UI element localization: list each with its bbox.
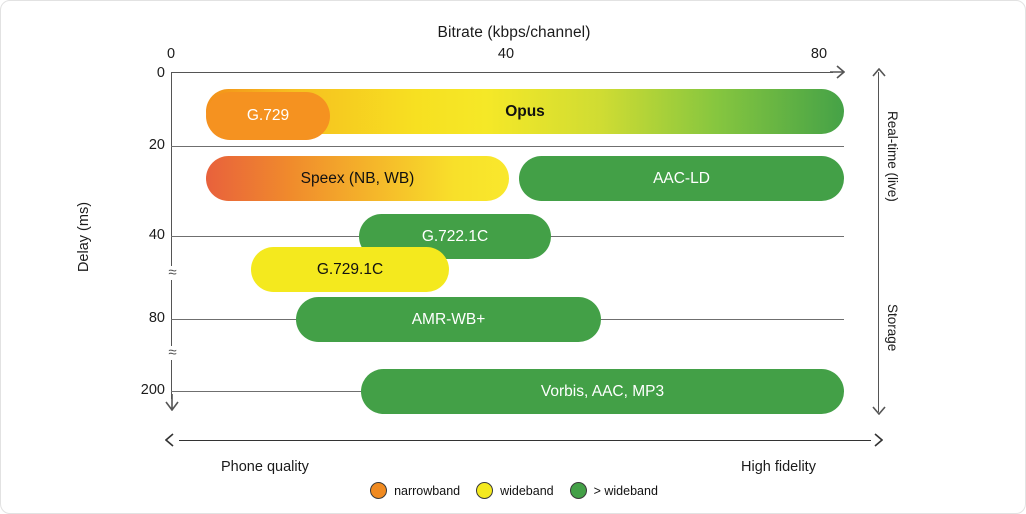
bar-amr-wb-plus[interactable]: AMR-WB+	[296, 297, 601, 342]
legend-swatch-super-wideband	[569, 482, 587, 499]
legend-item-narrowband[interactable]: narrowband	[370, 482, 460, 499]
y-tick-80: 80	[148, 310, 165, 326]
quality-label-phone: Phone quality	[221, 459, 309, 475]
usage-axis-arrow-up-icon	[872, 68, 886, 77]
legend-label-narrowband: narrowband	[394, 483, 461, 498]
x-tick-80: 80	[810, 46, 828, 62]
legend: narrowband wideband > wideband	[1, 482, 1025, 499]
quality-axis-line	[179, 440, 871, 441]
x-tick-0: 0	[166, 46, 176, 62]
usage-label-realtime: Real-time (live)	[885, 111, 900, 202]
legend-item-super-wideband[interactable]: > wideband	[569, 482, 658, 499]
bar-speex[interactable]: Speex (NB, WB)	[206, 156, 509, 201]
legend-swatch-wideband	[476, 482, 494, 499]
usage-label-storage: Storage	[885, 304, 900, 352]
usage-axis-arrow-down-icon	[872, 406, 886, 415]
bar-g729-1c[interactable]: G.729.1C	[251, 247, 449, 292]
legend-label-super-wideband: > wideband	[593, 483, 658, 498]
bar-aac-ld[interactable]: AAC-LD	[519, 156, 844, 201]
x-axis-arrow-icon	[830, 65, 845, 79]
quality-axis-arrow-left-icon	[165, 433, 174, 447]
gridline-20	[171, 146, 844, 147]
legend-label-wideband: wideband	[500, 483, 554, 498]
y-tick-0: 0	[156, 65, 165, 81]
bar-g729[interactable]: G.729	[206, 92, 330, 140]
y-tick-200: 200	[140, 382, 165, 398]
y-axis-line	[171, 72, 172, 399]
legend-swatch-narrowband	[370, 482, 388, 499]
bar-vorbis-aac-mp3[interactable]: Vorbis, AAC, MP3	[361, 369, 844, 414]
x-tick-40: 40	[497, 46, 515, 62]
legend-item-wideband[interactable]: wideband	[476, 482, 554, 499]
y-axis-label: Delay (ms)	[76, 201, 92, 273]
quality-label-hifi: High fidelity	[741, 459, 816, 475]
y-axis-break-mark-1: ≈	[165, 265, 180, 280]
y-axis-break-mark-2: ≈	[165, 345, 180, 360]
y-tick-40: 40	[148, 227, 165, 243]
y-tick-20: 20	[148, 137, 165, 153]
y-axis-arrow-icon	[165, 394, 179, 411]
x-axis-line	[171, 72, 833, 73]
chart-title: Bitrate (kbps/channel)	[437, 24, 591, 41]
usage-axis-line	[878, 72, 879, 412]
quality-axis-arrow-right-icon	[874, 433, 883, 447]
